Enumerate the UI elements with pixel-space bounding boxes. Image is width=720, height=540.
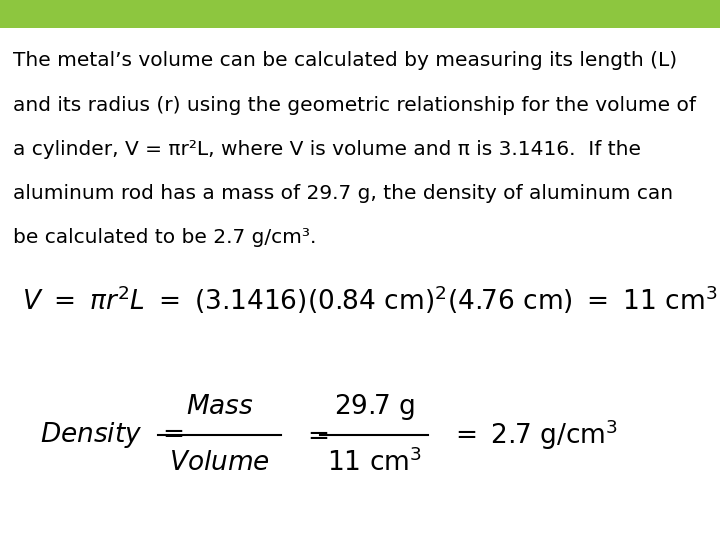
Text: $Mass$: $Mass$: [186, 394, 253, 420]
Text: $11\ \mathrm{cm}^3$: $11\ \mathrm{cm}^3$: [327, 449, 422, 477]
Text: be calculated to be 2.7 g/cm³.: be calculated to be 2.7 g/cm³.: [13, 228, 316, 247]
Text: a cylinder, V = πr²L, where V is volume and π is 3.1416.  If the: a cylinder, V = πr²L, where V is volume …: [13, 140, 641, 159]
Text: $Volume$: $Volume$: [169, 450, 270, 476]
Text: $29.7\ \mathrm{g}$: $29.7\ \mathrm{g}$: [334, 392, 415, 422]
Text: $V\ =\ \pi r^2 L\ =\ (3.1416)(0.84\ \mathrm{cm})^2(4.76\ \mathrm{cm})\ =\ 11\ \m: $V\ =\ \pi r^2 L\ =\ (3.1416)(0.84\ \mat…: [22, 284, 717, 316]
Text: and its radius (r) using the geometric relationship for the volume of: and its radius (r) using the geometric r…: [13, 96, 696, 114]
Text: $Density\ \ =$: $Density\ \ =$: [40, 420, 184, 450]
Text: The metal’s volume can be calculated by measuring its length (L): The metal’s volume can be calculated by …: [13, 51, 677, 70]
Text: aluminum rod has a mass of 29.7 g, the density of aluminum can: aluminum rod has a mass of 29.7 g, the d…: [13, 184, 673, 203]
Text: $=$: $=$: [302, 422, 329, 448]
Text: $=\ 2.7\ \mathrm{g/cm}^3$: $=\ 2.7\ \mathrm{g/cm}^3$: [450, 417, 618, 452]
Bar: [0, 0, 720, 28]
